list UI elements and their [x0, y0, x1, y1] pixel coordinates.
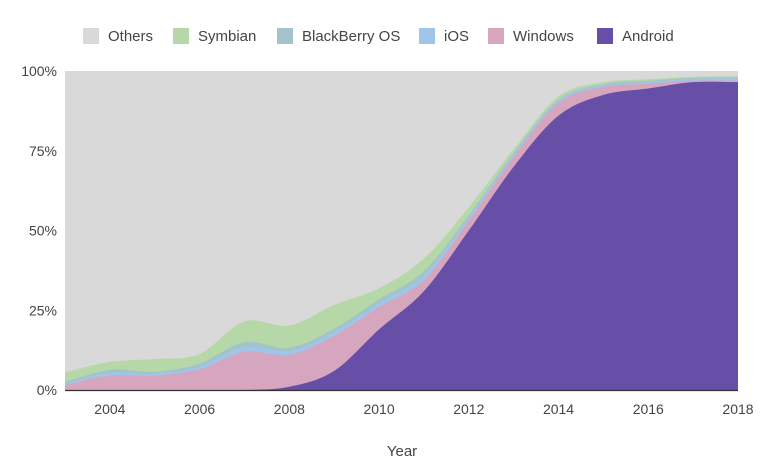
x-axis-label: Year: [387, 443, 417, 460]
legend-label: Others: [108, 28, 153, 45]
legend-item-android[interactable]: Android: [597, 28, 674, 45]
legend-label: Symbian: [198, 28, 256, 45]
legend-swatch: [277, 28, 293, 44]
x-tick-label: 2014: [543, 401, 574, 417]
y-axis-ticks: 0% 25% 50% 75% 100%: [21, 63, 57, 398]
legend-item-others[interactable]: Others: [83, 28, 153, 45]
legend-item-symbian[interactable]: Symbian: [173, 28, 256, 45]
x-tick-label: 2016: [633, 401, 664, 417]
legend-swatch: [597, 28, 613, 44]
legend-label: Android: [622, 28, 674, 45]
legend-item-windows[interactable]: Windows: [488, 28, 574, 45]
area-android: [65, 81, 738, 390]
x-tick-label: 2006: [184, 401, 215, 417]
x-tick-label: 2010: [363, 401, 394, 417]
y-tick-label: 50%: [29, 223, 57, 239]
legend-swatch: [488, 28, 504, 44]
legend: Others Symbian BlackBerry OS iOS Windows Andr…: [83, 28, 674, 45]
x-tick-label: 2012: [453, 401, 484, 417]
legend-label: Windows: [513, 28, 574, 45]
x-tick-label: 2004: [94, 401, 125, 417]
plot-areas: [65, 71, 738, 391]
legend-label: iOS: [444, 28, 469, 45]
y-tick-label: 0%: [37, 382, 57, 398]
legend-swatch: [173, 28, 189, 44]
x-axis-ticks: 2004 2006 2008 2010 2012 2014 2016 2018: [94, 401, 753, 417]
y-tick-label: 25%: [29, 302, 57, 318]
x-tick-label: 2018: [722, 401, 753, 417]
legend-item-blackberry-os[interactable]: BlackBerry OS: [277, 28, 400, 45]
y-tick-label: 75%: [29, 143, 57, 159]
legend-item-ios[interactable]: iOS: [419, 28, 469, 45]
x-tick-label: 2008: [274, 401, 305, 417]
legend-swatch: [83, 28, 99, 44]
legend-swatch: [419, 28, 435, 44]
legend-label: BlackBerry OS: [302, 28, 400, 45]
y-tick-label: 100%: [21, 63, 57, 79]
